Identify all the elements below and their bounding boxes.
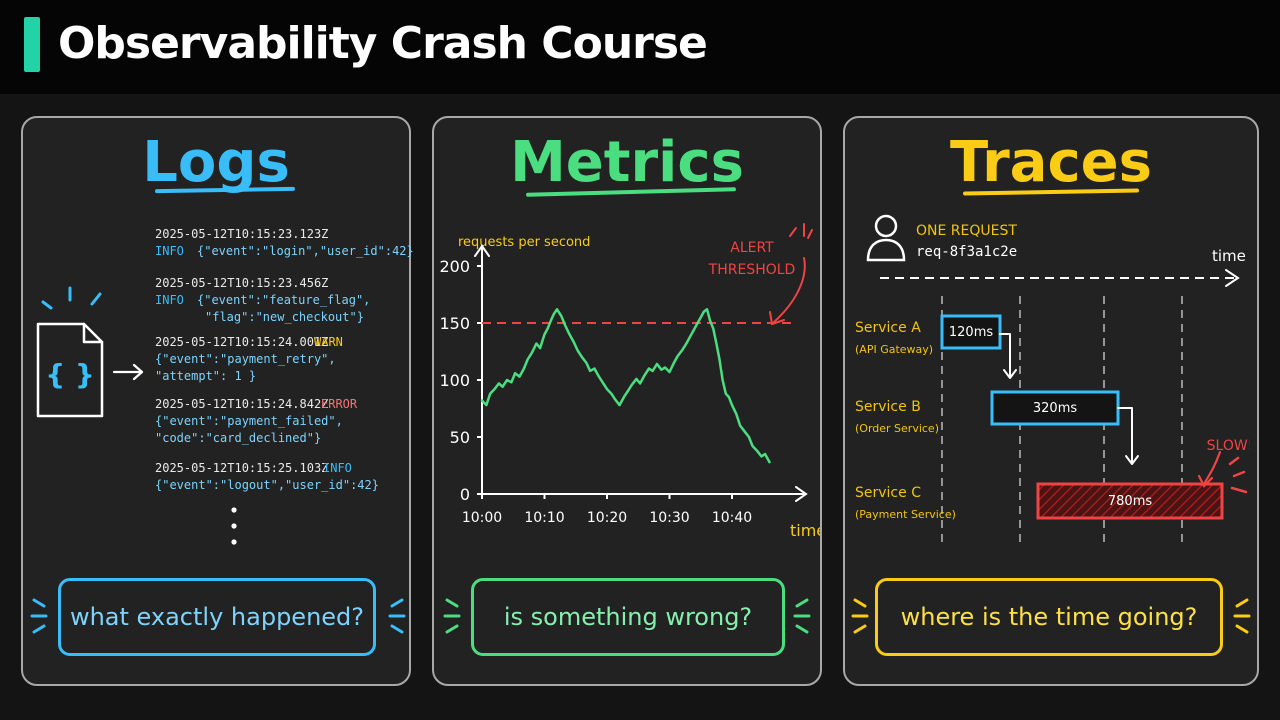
request-label: ONE REQUEST xyxy=(916,223,1017,239)
span-link-arrow xyxy=(999,333,1011,377)
span-duration: 320ms xyxy=(1032,401,1078,416)
y-tick-label: 200 xyxy=(440,257,470,276)
log-timestamp: 2025-05-12T10:15:24.001Z xyxy=(155,335,329,349)
threshold-label: ALERT xyxy=(730,240,774,256)
slow-emphasis-marks xyxy=(1228,456,1248,494)
threshold-label: THRESHOLD xyxy=(708,262,796,278)
span-duration: 120ms xyxy=(948,325,994,340)
span-duration: 780ms xyxy=(1107,494,1153,509)
span-service-a xyxy=(940,314,1002,350)
log-level: INFO xyxy=(155,293,184,307)
logs-question-box: what exactly happened? xyxy=(58,578,376,656)
traces-question-box: where is the time going? xyxy=(875,578,1223,656)
metrics-title: Metrics xyxy=(510,130,744,195)
logs-panel: Logs xyxy=(21,116,411,686)
y-tick-label: 100 xyxy=(440,371,470,390)
x-tick-label: 10:20 xyxy=(587,510,627,526)
metrics-question: is something wrong? xyxy=(503,603,753,631)
user-icon xyxy=(866,214,906,262)
service-name: Service C xyxy=(855,485,921,501)
log-level: INFO xyxy=(323,461,352,475)
log-level: INFO xyxy=(155,244,184,258)
log-payload: "flag":"new_checkout"} xyxy=(205,310,364,324)
service-name: Service A xyxy=(855,320,921,336)
request-id: req-8f3a1c2e xyxy=(916,244,1018,260)
x-axis xyxy=(477,486,808,502)
y-axis xyxy=(474,244,490,499)
page-title: Observability Crash Course xyxy=(58,18,708,69)
time-axis-label: time xyxy=(1212,247,1246,265)
y-tick-label: 0 xyxy=(460,485,470,504)
log-timestamp: 2025-05-12T10:15:24.842Z xyxy=(155,397,329,411)
log-timestamp: 2025-05-12T10:15:23.123Z xyxy=(155,227,329,241)
title-accent-bar xyxy=(24,17,40,72)
service-subtitle: (Order Service) xyxy=(855,422,939,435)
log-payload: {"event":"payment_retry", xyxy=(155,352,336,366)
x-tick-label: 10:10 xyxy=(524,510,564,526)
traces-emphasis-marks xyxy=(851,598,1251,634)
trace-timeline: SLOW! xyxy=(880,269,1250,546)
log-payload: {"event":"payment_failed", xyxy=(155,414,343,428)
log-level: WARN xyxy=(314,335,343,349)
slow-label: SLOW! xyxy=(1207,438,1250,454)
span-link-arrow xyxy=(1117,407,1133,463)
log-level: ERROR xyxy=(321,397,358,411)
y-tick-label: 50 xyxy=(450,428,470,447)
span-service-c xyxy=(1036,482,1224,520)
svg-text:{ }: { } xyxy=(45,358,95,391)
traces-question: where is the time going? xyxy=(900,603,1198,631)
x-tick-label: 10:40 xyxy=(712,510,752,526)
logs-title: Logs xyxy=(142,130,290,195)
arrow-right-icon xyxy=(112,363,144,381)
log-payload: {"event":"logout","user_id":42} xyxy=(155,478,379,492)
span-service-b xyxy=(990,390,1120,426)
threshold-arrow xyxy=(773,257,806,323)
time-axis-arrow xyxy=(880,269,1240,287)
log-payload: "code":"card_declined"} xyxy=(155,431,322,445)
threshold-arrow-head xyxy=(769,311,785,326)
logs-emphasis-marks xyxy=(30,598,406,634)
log-payload: "attempt": 1 } xyxy=(155,369,257,383)
slow-arrow xyxy=(1197,450,1222,488)
requests-series-line xyxy=(480,308,771,464)
x-tick-label: 10:30 xyxy=(649,510,689,526)
header-bar: Observability Crash Course xyxy=(0,0,1280,94)
requests-chart: requests per second 0 50 100 150 200 10:00 10:1… xyxy=(440,223,820,540)
service-name: Service B xyxy=(855,399,921,415)
metrics-emphasis-marks xyxy=(443,598,811,634)
y-tick-label: 150 xyxy=(440,314,470,333)
service-subtitle: (Payment Service) xyxy=(855,508,956,521)
log-timestamp: 2025-05-12T10:15:23.456Z xyxy=(155,276,329,290)
more-dots-icon xyxy=(231,507,237,545)
log-payload: {"event":"feature_flag", xyxy=(197,293,371,307)
service-subtitle: (API Gateway) xyxy=(855,343,934,356)
x-tick-label: 10:00 xyxy=(462,510,502,526)
log-payload: {"event":"login","user_id":42} xyxy=(197,244,414,258)
traces-title: Traces xyxy=(950,130,1152,195)
alert-emphasis-marks xyxy=(789,223,813,239)
logs-question: what exactly happened? xyxy=(69,603,365,631)
y-axis-label: requests per second xyxy=(458,235,590,250)
log-timestamp: 2025-05-12T10:15:25.103Z xyxy=(155,461,329,475)
metrics-panel: Metrics xyxy=(432,116,822,686)
json-file-icon: { } xyxy=(36,286,104,418)
x-axis-label: time xyxy=(790,521,820,540)
metrics-question-box: is something wrong? xyxy=(471,578,785,656)
